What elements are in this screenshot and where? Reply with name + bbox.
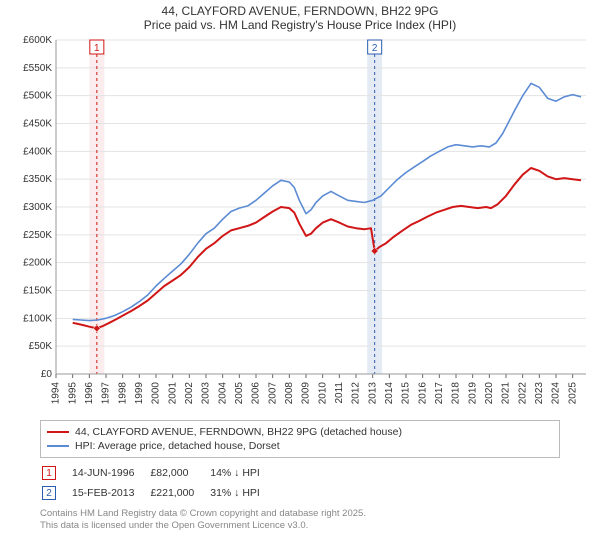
svg-text:2009: 2009 [301, 382, 312, 405]
svg-text:£350K: £350K [23, 174, 52, 185]
svg-text:1995: 1995 [67, 382, 78, 405]
svg-text:2023: 2023 [534, 382, 545, 405]
svg-text:2018: 2018 [451, 382, 462, 405]
svg-text:£550K: £550K [23, 63, 52, 74]
title-line-1: 44, CLAYFORD AVENUE, FERNDOWN, BH22 9PG [0, 4, 600, 18]
legend-swatch-price [47, 431, 69, 433]
line-chart-svg: 1 2 £0 £50K £100K £150K £200K £250K £300K £350K £4… [10, 34, 590, 414]
marker-price-2: £221,000 [150, 484, 208, 502]
svg-text:£600K: £600K [23, 35, 52, 46]
svg-text:2021: 2021 [501, 382, 512, 405]
marker-row-2: 2 15-FEB-2013 £221,000 31% ↓ HPI [42, 484, 274, 502]
legend-label-hpi: HPI: Average price, detached house, Dors… [75, 440, 280, 452]
svg-text:2003: 2003 [201, 382, 212, 405]
svg-text:£50K: £50K [29, 341, 53, 352]
svg-text:2020: 2020 [484, 382, 495, 405]
svg-text:2011: 2011 [334, 382, 345, 404]
svg-text:2013: 2013 [367, 382, 378, 405]
svg-text:1996: 1996 [84, 382, 95, 405]
svg-text:1999: 1999 [134, 382, 145, 405]
marker-badge-2: 2 [42, 486, 56, 500]
legend-swatch-hpi [47, 445, 69, 447]
svg-text:2010: 2010 [317, 382, 328, 405]
svg-text:1998: 1998 [117, 382, 128, 405]
svg-text:£300K: £300K [23, 202, 52, 213]
svg-text:£100K: £100K [23, 313, 52, 324]
svg-text:2004: 2004 [217, 382, 228, 405]
svg-text:2017: 2017 [434, 382, 445, 405]
chart-title: 44, CLAYFORD AVENUE, FERNDOWN, BH22 9PG … [0, 0, 600, 34]
marker-date-1: 14-JUN-1996 [72, 464, 148, 482]
svg-text:2006: 2006 [251, 382, 262, 405]
svg-text:2024: 2024 [551, 382, 562, 405]
legend-row-2: HPI: Average price, detached house, Dors… [47, 439, 553, 453]
footer-line-1: Contains HM Land Registry data © Crown c… [40, 508, 560, 520]
marker-price-1: £82,000 [150, 464, 208, 482]
svg-text:2025: 2025 [567, 382, 578, 405]
svg-text:£400K: £400K [23, 146, 52, 157]
svg-text:1: 1 [94, 43, 100, 54]
svg-text:£0: £0 [41, 369, 53, 380]
footer-attribution: Contains HM Land Registry data © Crown c… [40, 508, 560, 532]
svg-text:2000: 2000 [151, 382, 162, 405]
marker-date-2: 15-FEB-2013 [72, 484, 148, 502]
markers-table: 1 14-JUN-1996 £82,000 14% ↓ HPI 2 15-FEB… [40, 462, 276, 504]
chart-area: 1 2 £0 £50K £100K £150K £200K £250K £300K £350K £4… [10, 34, 590, 414]
svg-text:2022: 2022 [517, 382, 528, 405]
svg-text:£200K: £200K [23, 258, 52, 269]
svg-text:£450K: £450K [23, 119, 52, 130]
marker-delta-1: 14% ↓ HPI [210, 464, 274, 482]
svg-text:£150K: £150K [23, 286, 52, 297]
svg-text:1997: 1997 [101, 382, 112, 405]
svg-text:2001: 2001 [167, 382, 178, 405]
svg-text:2015: 2015 [401, 382, 412, 405]
svg-text:2008: 2008 [284, 382, 295, 405]
svg-text:£250K: £250K [23, 230, 52, 241]
marker-row-1: 1 14-JUN-1996 £82,000 14% ↓ HPI [42, 464, 274, 482]
legend-label-price: 44, CLAYFORD AVENUE, FERNDOWN, BH22 9PG … [75, 426, 402, 438]
svg-text:2007: 2007 [267, 382, 278, 405]
svg-text:2002: 2002 [184, 382, 195, 405]
svg-text:1994: 1994 [51, 382, 62, 405]
svg-text:2: 2 [372, 43, 378, 54]
svg-text:2005: 2005 [234, 382, 245, 405]
legend-box: 44, CLAYFORD AVENUE, FERNDOWN, BH22 9PG … [40, 420, 560, 458]
legend-row-1: 44, CLAYFORD AVENUE, FERNDOWN, BH22 9PG … [47, 425, 553, 439]
footer-line-2: This data is licensed under the Open Gov… [40, 520, 560, 532]
title-line-2: Price paid vs. HM Land Registry's House … [0, 18, 600, 32]
svg-text:2012: 2012 [351, 382, 362, 405]
svg-text:£500K: £500K [23, 91, 52, 102]
marker-delta-2: 31% ↓ HPI [210, 484, 274, 502]
svg-text:2016: 2016 [417, 382, 428, 405]
svg-text:2014: 2014 [384, 382, 395, 405]
marker-badge-1: 1 [42, 466, 56, 480]
svg-text:2019: 2019 [467, 382, 478, 405]
